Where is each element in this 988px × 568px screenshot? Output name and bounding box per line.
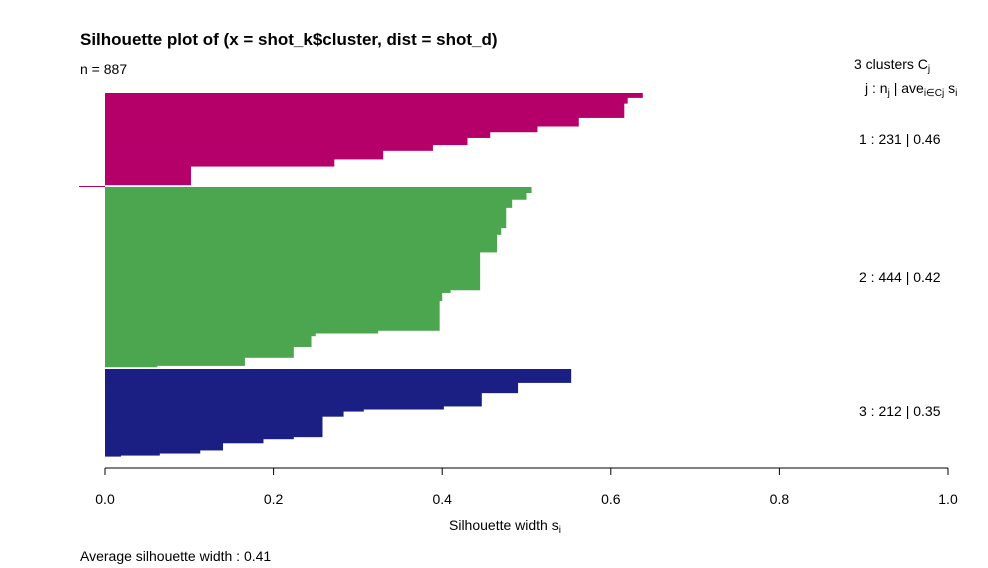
legend-sub-ave-sub: i∈Cj: [923, 88, 945, 99]
x-axis-label-sub: i: [558, 525, 561, 536]
x-tick-label-0: 0.0: [95, 491, 115, 507]
cluster-2-bar-step-9: [105, 292, 443, 302]
x-axis-label: Silhouette width si: [449, 517, 561, 536]
cluster-3-summary: 3 : 212 | 0.35: [859, 403, 941, 419]
cluster-1-bar-step-3: [105, 103, 625, 118]
average-silhouette-label: Average silhouette width : 0.41: [80, 548, 272, 564]
x-axis-label-text: Silhouette width: [449, 517, 548, 533]
cluster-1-bar-step-10: [105, 158, 335, 167]
x-tick-label-2: 0.4: [432, 491, 452, 507]
cluster-1-summary: 1 : 231 | 0.46: [859, 131, 941, 147]
cluster-2-bar-step-16: [105, 365, 158, 368]
cluster-1-bar-step-6: [105, 131, 491, 138]
cluster-3-bar-step-7: [105, 416, 323, 438]
x-tick-label-4: 0.8: [770, 491, 790, 507]
chart-title: Silhouette plot of (x = shot_k$cluster, …: [80, 30, 498, 49]
cluster-2-bar-step-8: [105, 289, 451, 293]
cluster-1-bar-step-9: [105, 150, 384, 160]
cluster-2-bar-step-5: [105, 227, 502, 235]
cluster-3-bar-step-4: [105, 405, 444, 410]
cluster-1-bar-step-11: [105, 165, 191, 186]
legend-header: 3 clusters Cj: [854, 56, 931, 75]
cluster-2-bar-step-6: [105, 234, 497, 253]
cluster-3-bar-step-6: [105, 410, 344, 417]
cluster-2-bar-step-14: [105, 346, 294, 358]
cluster-1-bar-step-7: [105, 137, 468, 146]
cluster-2-bar-step-11: [105, 330, 379, 334]
cluster-2-bar-step-4: [105, 207, 507, 229]
cluster-2-bar-step-12: [105, 332, 316, 337]
legend-subheader: j : nj | avei∈Cj si: [865, 80, 958, 99]
legend-sub-s-sub: i: [955, 88, 958, 99]
cluster-3-bar-step-10: [105, 442, 224, 451]
legend-sub-suffix: s: [944, 80, 956, 96]
cluster-3-bar-step-11: [105, 449, 201, 454]
cluster-3-bar-step-13: [105, 454, 122, 457]
legend-sub-prefix: j : n: [865, 80, 888, 96]
cluster-3-bar-step-8: [105, 436, 294, 440]
cluster-3-bar-step-12: [105, 452, 160, 456]
cluster-2-bar-step-3: [105, 199, 513, 208]
cluster-1-bar-step-2: [105, 97, 628, 104]
cluster-3-bar-step-3: [105, 392, 482, 407]
legend-header-text: 3 clusters C: [854, 56, 928, 72]
x-tick-label-5: 1.0: [938, 491, 958, 507]
cluster-2-summary: 2 : 444 | 0.42: [859, 269, 941, 285]
cluster-1-bar-step-1: [105, 93, 643, 98]
legend-sub-mid: | ave: [889, 80, 924, 96]
cluster-1-bar-step-4: [105, 117, 579, 127]
cluster-2-bar-step-1: [105, 187, 532, 193]
cluster-2-bar-step-13: [105, 335, 312, 347]
legend-header-sub: j: [927, 64, 931, 75]
cluster-3-bar-step-1: [105, 369, 572, 383]
cluster-1-bar-step-5: [105, 125, 538, 133]
cluster-2-bar-step-7: [105, 251, 481, 291]
sample-size-label: n = 887: [80, 61, 128, 77]
x-tick-label-3: 0.6: [601, 491, 621, 507]
cluster-3-bar-step-2: [105, 382, 519, 394]
cluster-1-bar-step-8: [105, 144, 433, 151]
cluster-2-bar-step-2: [105, 192, 527, 200]
cluster-3-bar-step-9: [105, 438, 264, 444]
cluster-3-bar-step-5: [105, 408, 364, 412]
cluster-2-bar-step-10: [105, 300, 440, 331]
cluster-2-bar-step-15: [105, 357, 245, 366]
x-tick-label-1: 0.2: [264, 491, 284, 507]
legend-sub-n-sub: j: [887, 88, 890, 99]
